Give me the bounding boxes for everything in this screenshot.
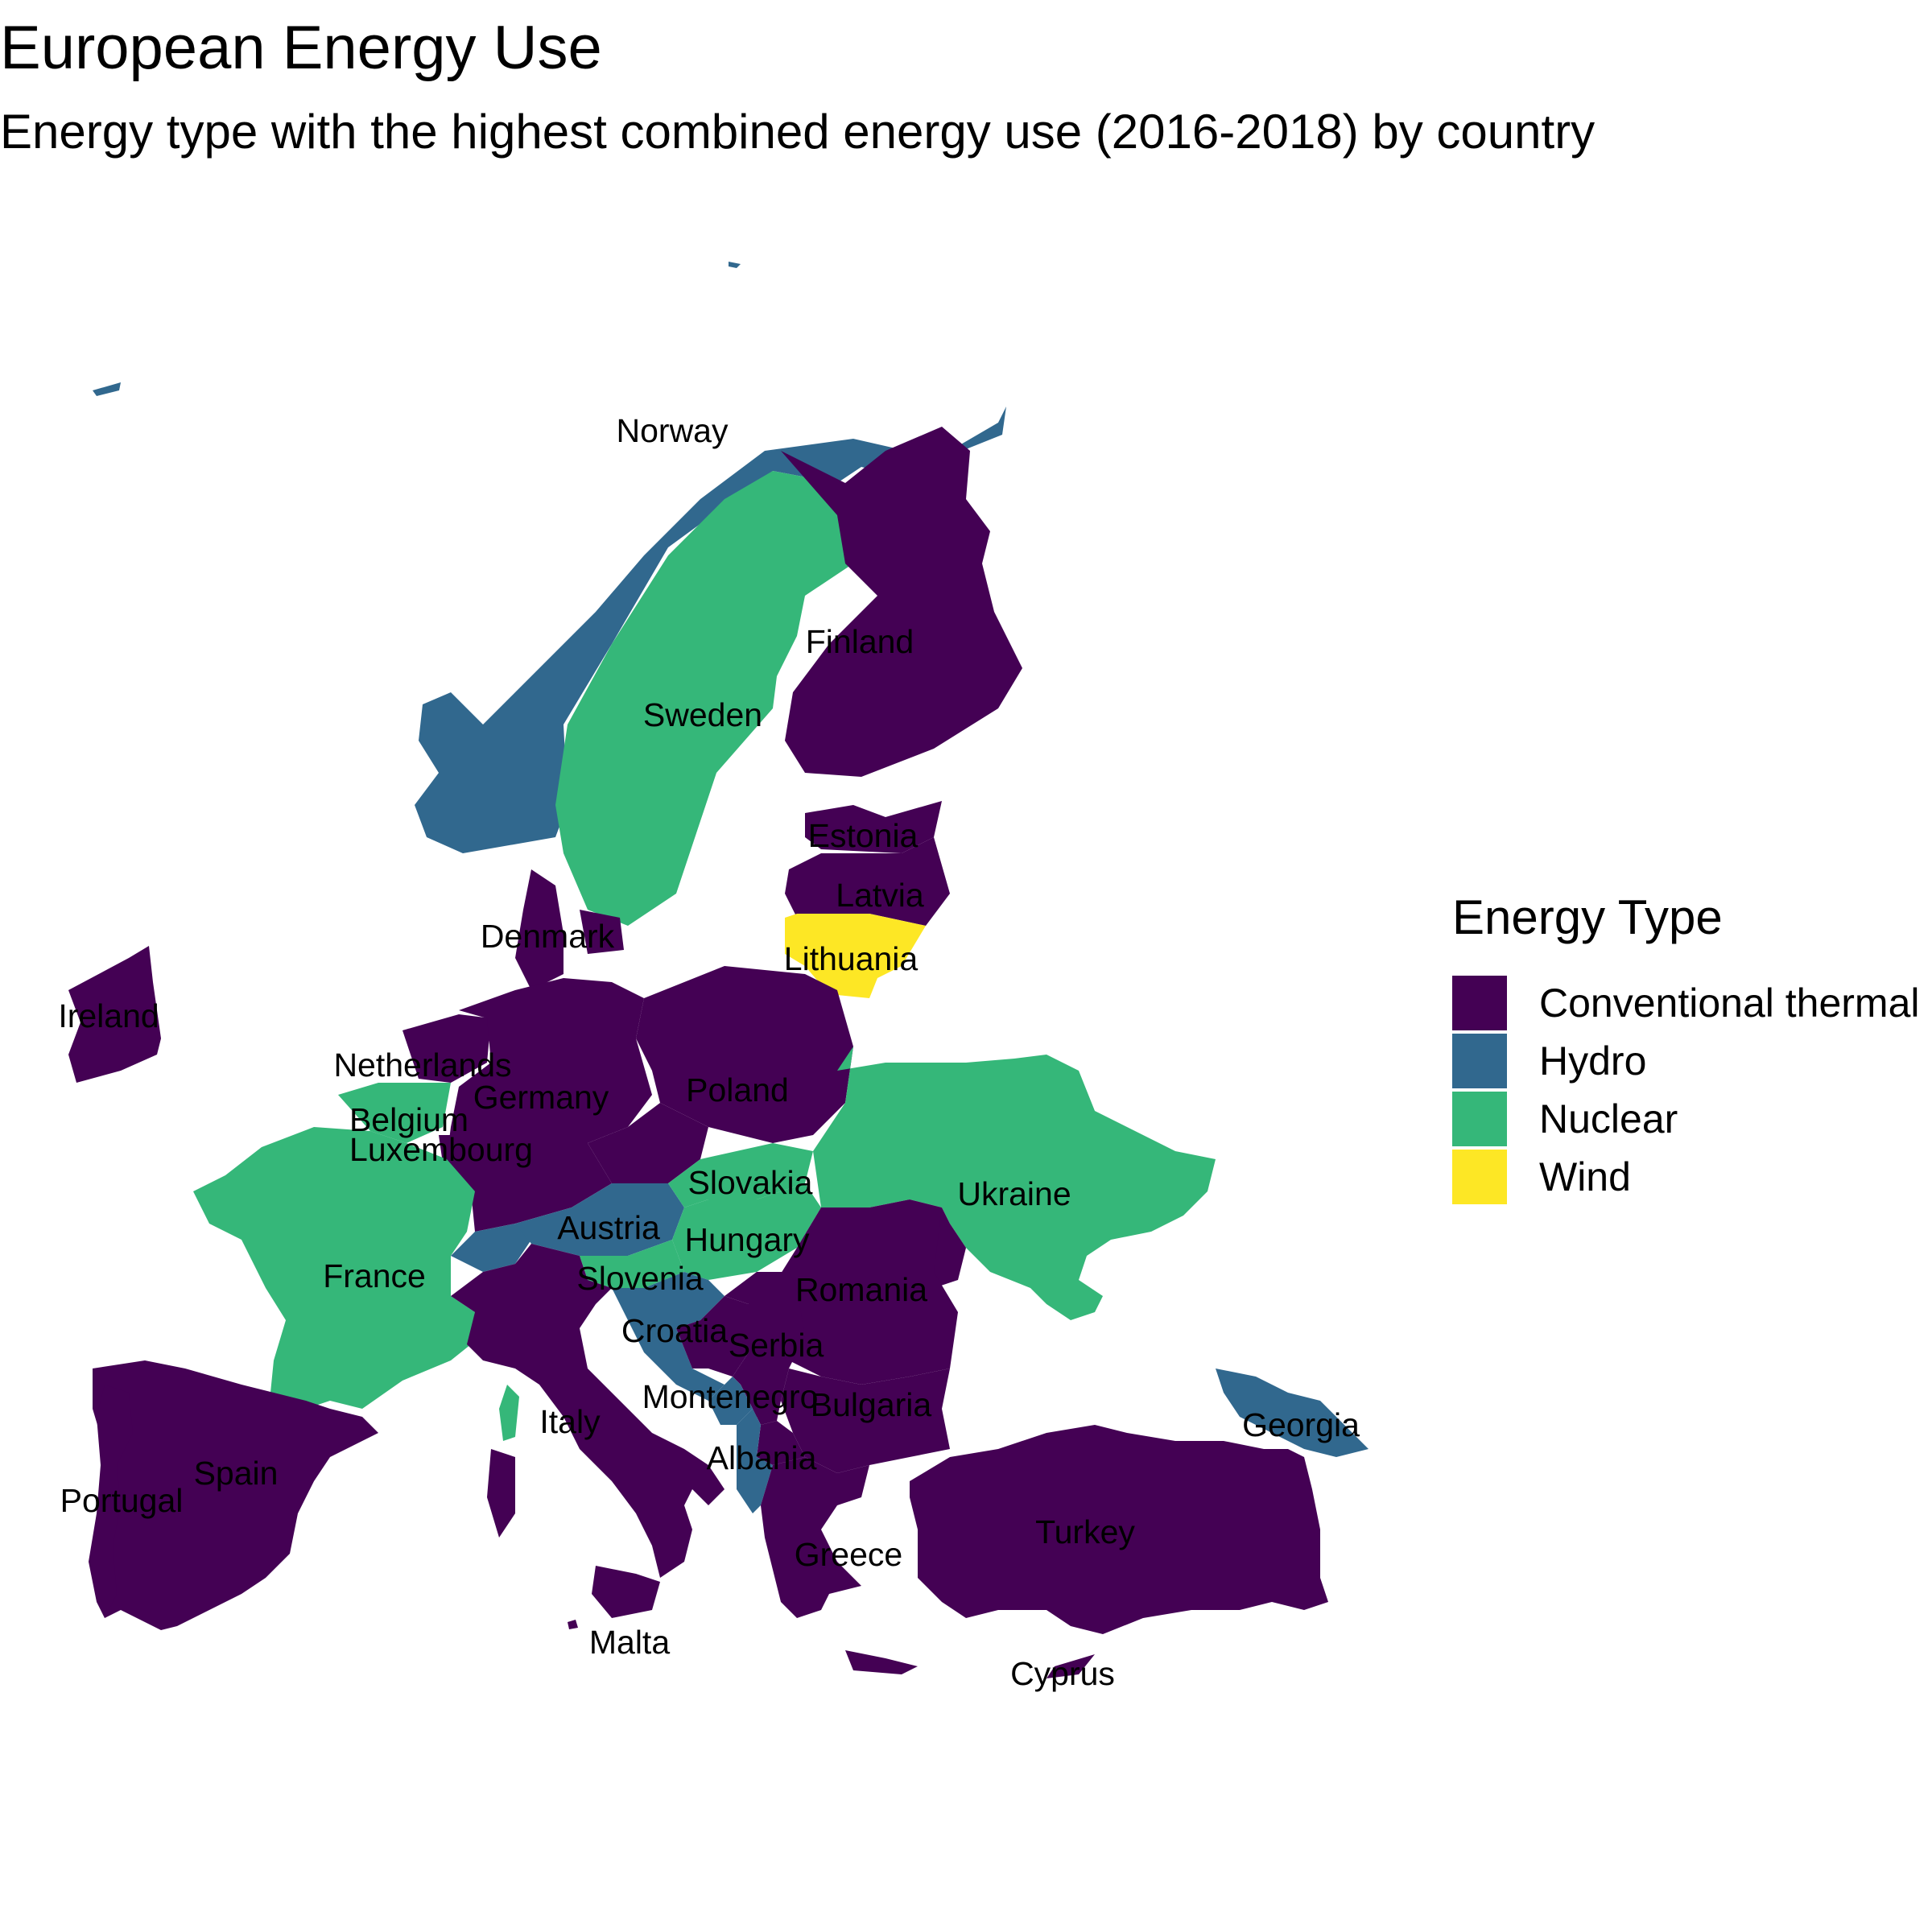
- country-shape-serbia: [724, 1272, 805, 1417]
- country-shape-portugal: [89, 1385, 133, 1618]
- legend-swatch-nuclear: [1452, 1092, 1507, 1146]
- country-shape-malta: [568, 1620, 578, 1629]
- country-shape-latvia: [785, 837, 950, 926]
- country-label-portugal: Portugal: [60, 1482, 184, 1519]
- country-label-georgia: Georgia: [1242, 1406, 1360, 1443]
- legend-label: Nuclear: [1539, 1096, 1678, 1141]
- country-label-greece: Greece: [795, 1536, 902, 1573]
- country-label-lithuania: Lithuania: [784, 940, 919, 977]
- country-shape-ukraine: [813, 1046, 1216, 1320]
- country-shape-greece: [761, 1457, 869, 1618]
- country-shape-belgium: [338, 1083, 451, 1143]
- country-label-albania: Albania: [707, 1439, 817, 1476]
- legend-swatch-conventional-thermal: [1452, 976, 1507, 1030]
- country-label-norway: Norway: [617, 412, 729, 449]
- country-label-croatia: Croatia: [621, 1312, 728, 1349]
- page-subtitle: Energy type with the highest combined en…: [0, 105, 1596, 159]
- legend-item: Wind: [1452, 1148, 1920, 1206]
- country-shape-denmark: [515, 869, 564, 990]
- country-label-belgium: Belgium: [349, 1101, 469, 1138]
- country-shape-sweden: [555, 471, 853, 926]
- country-shape-albania: [737, 1409, 773, 1513]
- country-label-slovenia: Slovenia: [576, 1260, 703, 1297]
- legend: Energy Type Conventional thermal Hydro N…: [1452, 894, 1920, 1206]
- country-shape-italy: [592, 1566, 660, 1618]
- country-shape-denmark: [580, 910, 624, 954]
- country-label-cyprus: Cyprus: [1010, 1655, 1115, 1692]
- country-label-bulgaria: Bulgaria: [811, 1386, 932, 1423]
- country-shapes: [68, 262, 1368, 1678]
- country-shape-lithuania: [785, 914, 926, 998]
- country-shape-spain: [93, 1360, 378, 1630]
- country-label-montenegro: Montenegro: [642, 1378, 819, 1415]
- country-shape-austria: [515, 1183, 684, 1256]
- country-shape-hungary: [672, 1183, 821, 1280]
- country-label-germany: Germany: [473, 1079, 609, 1116]
- legend-swatch-hydro: [1452, 1034, 1507, 1088]
- country-label-austria: Austria: [557, 1209, 660, 1246]
- country-shape-slovenia: [580, 1240, 684, 1288]
- country-shape-turkey: [910, 1425, 1328, 1634]
- legend-label: Wind: [1539, 1154, 1631, 1199]
- country-shape-italy: [487, 1449, 515, 1538]
- country-label-hungary: Hungary: [685, 1221, 810, 1258]
- country-shape-iceland: [93, 382, 121, 396]
- legend-swatch-wind: [1452, 1150, 1507, 1204]
- country-shape-netherlands: [402, 1014, 491, 1083]
- country-label-spain: Spain: [194, 1455, 279, 1492]
- country-label-ukraine: Ukraine: [957, 1175, 1071, 1212]
- country-shape-cyprus: [1046, 1654, 1095, 1678]
- country-label-romania: Romania: [795, 1271, 927, 1308]
- country-shape-kosovo: [753, 1393, 781, 1425]
- page-title: European Energy Use: [0, 14, 602, 82]
- country-shape-svalbard: [729, 262, 741, 268]
- country-label-france: France: [323, 1257, 426, 1294]
- country-shape-corsica: [499, 1385, 519, 1441]
- country-shape-northmacedonia: [757, 1421, 805, 1465]
- country-label-sweden: Sweden: [643, 696, 762, 733]
- country-label-netherlands: Netherlands: [333, 1046, 511, 1084]
- country-labels: Norway Sweden Finland Estonia Latvia Lithuani…: [58, 412, 1360, 1692]
- country-shape-estonia: [805, 801, 942, 853]
- country-shape-greece: [845, 1650, 918, 1674]
- country-shape-czechia: [588, 1103, 708, 1183]
- country-label-luxembourg: Luxembourg: [349, 1131, 533, 1168]
- country-shape-switzerland: [451, 1224, 531, 1272]
- country-shape-bosniaherz: [676, 1296, 749, 1377]
- country-label-slovakia: Slovakia: [688, 1164, 813, 1201]
- legend-label: Hydro: [1539, 1038, 1647, 1084]
- country-shape-france: [193, 1127, 475, 1409]
- legend-label: Conventional thermal: [1539, 980, 1920, 1026]
- country-label-serbia: Serbia: [729, 1327, 824, 1364]
- country-label-ireland: Ireland: [58, 997, 159, 1034]
- country-shape-slovakia: [668, 1143, 813, 1208]
- legend-item: Hydro: [1452, 1032, 1920, 1090]
- country-label-estonia: Estonia: [808, 817, 919, 854]
- country-shape-germany: [447, 978, 652, 1232]
- legend-title: Energy Type: [1452, 890, 1723, 944]
- country-label-turkey: Turkey: [1035, 1513, 1135, 1550]
- country-shape-montenegro: [708, 1377, 753, 1425]
- country-shape-italy: [451, 1244, 724, 1578]
- country-label-finland: Finland: [806, 623, 914, 660]
- country-shape-norway: [415, 407, 1006, 853]
- country-label-italy: Italy: [539, 1403, 601, 1440]
- country-label-latvia: Latvia: [836, 877, 924, 914]
- country-shape-luxembourg: [439, 1135, 463, 1163]
- country-shape-bulgaria: [781, 1368, 950, 1473]
- legend-item: Nuclear: [1452, 1090, 1920, 1148]
- country-label-denmark: Denmark: [481, 918, 615, 955]
- country-label-malta: Malta: [589, 1624, 670, 1661]
- country-shape-georgia: [1216, 1368, 1368, 1457]
- country-shape-poland: [636, 966, 853, 1143]
- country-shape-ireland: [68, 946, 161, 1083]
- country-shape-croatia: [612, 1272, 724, 1401]
- legend-item: Conventional thermal: [1452, 974, 1920, 1032]
- country-shape-finland: [781, 427, 1022, 777]
- country-label-poland: Poland: [686, 1071, 789, 1108]
- country-shape-romania: [757, 1199, 958, 1385]
